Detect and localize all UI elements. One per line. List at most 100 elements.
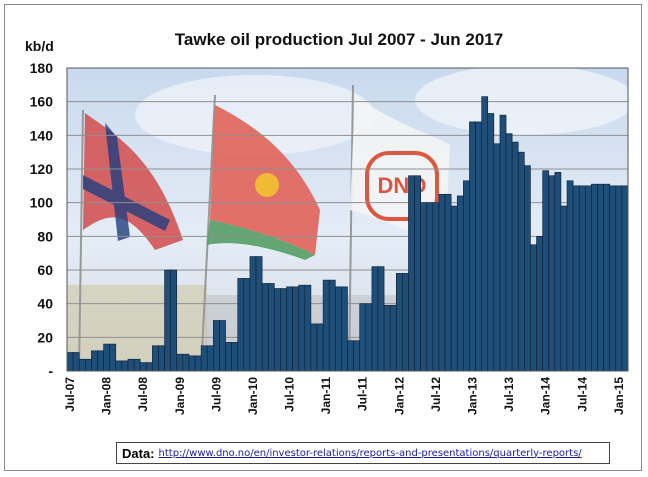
x-tick-label: Jul-11	[356, 377, 370, 411]
x-tick-label: Jul-12	[429, 377, 443, 412]
y-axis-unit-label: kb/d	[25, 38, 54, 54]
bar	[328, 279, 336, 372]
y-tick-label: 40	[37, 296, 53, 312]
x-tick-label: Jul-07	[63, 377, 77, 412]
bar	[66, 352, 74, 372]
bar	[438, 193, 446, 372]
bar	[621, 185, 629, 372]
bar	[426, 202, 434, 372]
bar	[139, 362, 147, 372]
bar	[237, 278, 245, 372]
bar	[530, 244, 537, 372]
bar	[152, 345, 159, 372]
bar	[286, 286, 293, 372]
bar	[505, 133, 513, 372]
bar	[420, 202, 428, 372]
bar	[597, 183, 604, 372]
bar	[487, 113, 495, 372]
bar	[560, 205, 568, 372]
bar	[280, 288, 287, 372]
bar	[97, 350, 104, 372]
x-tick-label: Jan-15	[612, 377, 626, 415]
bar	[158, 345, 165, 372]
bar	[511, 141, 519, 372]
bar	[463, 180, 470, 372]
bar	[481, 96, 489, 372]
bar	[615, 185, 623, 372]
source-box: Data: http://www.dno.no/en/investor-rela…	[116, 442, 610, 464]
bar	[322, 279, 330, 372]
bar	[72, 352, 80, 372]
source-link[interactable]: http://www.dno.no/en/investor-relations/…	[158, 447, 582, 459]
x-tick-label: Jan-11	[319, 377, 333, 415]
bar	[316, 323, 324, 372]
bar	[450, 205, 458, 372]
x-tick-label: Jan-10	[246, 377, 260, 415]
bar	[359, 303, 367, 372]
x-tick-label: Jan-12	[392, 377, 406, 415]
bar	[133, 358, 141, 372]
bar	[383, 305, 391, 372]
bar	[389, 305, 397, 372]
bar	[524, 165, 531, 372]
bar	[292, 286, 300, 372]
y-tick-label: 140	[30, 127, 54, 143]
bar	[170, 269, 178, 372]
y-tick-label: -	[48, 363, 53, 379]
bar	[408, 175, 415, 372]
x-tick-label: Jul-13	[502, 377, 516, 412]
y-axis-ticks: - 20 40 60 80 100 120 140 160 180	[30, 60, 54, 379]
chart-title: Tawke oil production Jul 2007 - Jun 2017	[175, 30, 503, 49]
x-axis-ticks: Jul-07 Jan-08 Jul-08 Jan-09 Jul-09 Jan-10 Jul-…	[63, 377, 626, 415]
y-tick-label: 100	[30, 195, 54, 211]
bar	[548, 175, 556, 372]
source-label: Data:	[122, 445, 155, 461]
bar	[261, 283, 269, 372]
x-tick-label: Jul-08	[136, 377, 150, 412]
y-tick-label: 160	[30, 94, 54, 110]
y-tick-label: 80	[37, 228, 53, 244]
bar	[554, 172, 562, 372]
x-tick-label: Jul-09	[209, 377, 223, 412]
bar	[182, 353, 190, 372]
bar	[395, 273, 403, 372]
bar	[188, 355, 196, 372]
plot-area-border	[66, 67, 629, 372]
bar	[121, 360, 129, 372]
x-tick-label: Jul-14	[575, 377, 589, 412]
bar	[402, 273, 409, 372]
bar	[145, 362, 153, 372]
bar	[78, 358, 86, 372]
x-tick-label: Jan-09	[173, 377, 187, 415]
bar	[255, 256, 263, 372]
bar	[603, 183, 611, 372]
x-tick-label: Jan-14	[539, 377, 553, 415]
bar	[310, 323, 318, 372]
bar	[542, 170, 550, 372]
bar	[304, 284, 312, 372]
bar	[469, 121, 476, 372]
bar	[194, 355, 202, 372]
bar	[444, 193, 452, 372]
bar	[517, 151, 525, 372]
bar	[578, 185, 586, 372]
bar	[609, 185, 617, 372]
x-tick-label: Jul-10	[283, 377, 297, 412]
bar	[84, 358, 92, 372]
y-tick-label: 60	[37, 262, 53, 278]
y-tick-label: 180	[30, 60, 54, 76]
bar	[493, 143, 501, 372]
bar	[109, 343, 117, 372]
bar	[298, 284, 306, 372]
bar	[249, 256, 257, 372]
bar	[103, 343, 110, 372]
bar	[432, 202, 440, 372]
bar	[566, 180, 574, 372]
bar	[414, 175, 421, 372]
bar	[585, 185, 592, 372]
y-tick-label: 120	[30, 161, 54, 177]
bar	[475, 121, 482, 372]
bar	[127, 358, 135, 372]
x-tick-label: Jan-13	[466, 377, 480, 415]
bar	[243, 278, 251, 372]
